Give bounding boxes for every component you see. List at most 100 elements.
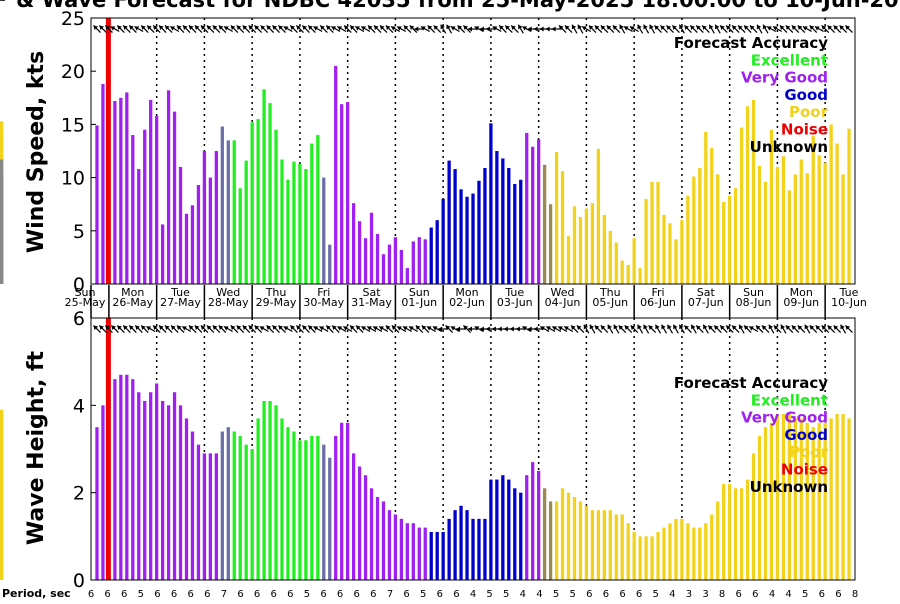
wind-bar — [763, 181, 768, 284]
wave-direction-arrow — [212, 325, 221, 333]
wave-bar — [620, 514, 624, 580]
wave-bar — [387, 510, 392, 580]
wind-bar — [399, 249, 404, 284]
wave-bar — [596, 510, 600, 580]
wave-direction-arrow — [93, 325, 101, 333]
wind-direction-arrow — [206, 25, 215, 33]
wind-ytick-label: 0 — [73, 274, 85, 296]
wind-bar — [710, 147, 714, 284]
wave-direction-arrow — [200, 325, 209, 333]
day-date-label: 29-May — [256, 296, 297, 309]
wave-direction-arrow — [545, 325, 556, 333]
wave-direction-arrow — [845, 325, 853, 333]
wind-bar — [0, 172, 4, 284]
wind-direction-arrow — [749, 25, 758, 33]
wave-bar — [614, 514, 618, 580]
wave-axes-frame — [90, 317, 856, 581]
wind-bar — [137, 169, 141, 284]
wave-bar — [602, 510, 606, 580]
period-value: 3 — [686, 589, 692, 600]
wave-bar — [471, 518, 475, 580]
wind-bar — [542, 164, 547, 284]
wind-direction-arrow — [678, 24, 685, 34]
wind-bar — [650, 181, 654, 284]
wind-direction-arrow — [134, 25, 144, 33]
day-name-label: Mon — [455, 286, 478, 299]
wind-bar — [387, 244, 392, 284]
wind-ytick-label: 25 — [61, 8, 85, 30]
wind-bar — [119, 97, 123, 284]
wind-direction-arrow — [98, 25, 107, 33]
wind-bar — [113, 100, 117, 285]
wind-bar — [554, 152, 559, 284]
wave-bar — [125, 374, 129, 580]
wave-bar — [459, 505, 463, 580]
wind-bar — [722, 202, 726, 284]
wind-bar — [495, 151, 499, 284]
wave-bar — [811, 427, 815, 580]
day-name-label: Thu — [265, 286, 287, 299]
wind-bar — [369, 212, 374, 284]
day-date-label: 25-May — [65, 296, 106, 309]
wave-direction-arrow — [551, 325, 562, 333]
wave-bar — [298, 440, 302, 580]
wind-bar — [519, 179, 523, 284]
wind-direction-arrow — [504, 25, 513, 33]
wave-bar — [698, 527, 702, 580]
wave-direction-arrow — [791, 325, 800, 333]
day-name-label: Mon — [790, 286, 813, 299]
wind-bar — [435, 220, 439, 284]
wave-bar — [316, 435, 320, 580]
wave-direction-arrow — [206, 325, 215, 333]
wave-bar — [495, 479, 499, 580]
wave-direction-arrow — [804, 324, 811, 334]
wave-bar — [137, 392, 141, 580]
wind-bar — [799, 159, 803, 284]
wave-direction-arrow — [349, 325, 358, 333]
wave-direction-arrow — [331, 325, 340, 333]
wind-bar — [250, 122, 254, 285]
period-value: 4 — [520, 589, 526, 600]
wind-bar — [465, 196, 469, 284]
wind-direction-arrow — [743, 25, 752, 33]
day-date-label: 07-Jun — [688, 296, 724, 309]
wind-bar — [745, 106, 750, 284]
period-value: 6 — [88, 589, 94, 600]
wave-direction-arrow — [360, 325, 371, 333]
wave-direction-arrow — [378, 325, 389, 333]
wind-bar — [441, 198, 445, 284]
period-value: 6 — [586, 589, 592, 600]
period-value: 5 — [570, 589, 576, 600]
wind-legend-item: Very Good — [741, 69, 828, 87]
wind-bar — [793, 174, 797, 284]
wind-direction-arrow — [188, 25, 197, 33]
wave-direction-arrow — [236, 325, 245, 333]
period-value: 5 — [553, 589, 559, 600]
wave-bar — [286, 427, 290, 580]
wind-direction-arrow — [272, 25, 280, 33]
wave-direction-arrow — [450, 325, 460, 333]
period-value: 6 — [320, 589, 326, 600]
wind-direction-arrow — [325, 25, 334, 33]
wave-direction-arrow — [307, 325, 316, 333]
wind-direction-arrow — [629, 25, 639, 33]
day-date-label: 30-May — [303, 296, 344, 309]
wave-direction-arrow — [396, 325, 407, 333]
wind-direction-arrow — [654, 25, 662, 33]
wave-bar — [429, 531, 433, 580]
wave-bar — [477, 518, 481, 580]
wind-direction-arrow — [248, 25, 257, 33]
wind-speed-ylabel: Wind Speed, kts — [24, 51, 49, 253]
wind-bar — [459, 189, 463, 284]
wave-direction-arrow — [702, 324, 709, 334]
period-value: 5 — [486, 589, 492, 600]
wind-direction-arrow — [637, 24, 644, 34]
wind-bar — [346, 102, 350, 284]
period-value: 6 — [736, 589, 742, 600]
wave-bar — [101, 405, 105, 580]
wind-direction-arrow — [492, 25, 502, 33]
wind-direction-arrow — [176, 25, 185, 33]
wind-bar — [638, 268, 642, 284]
wind-direction-arrow — [619, 24, 626, 34]
